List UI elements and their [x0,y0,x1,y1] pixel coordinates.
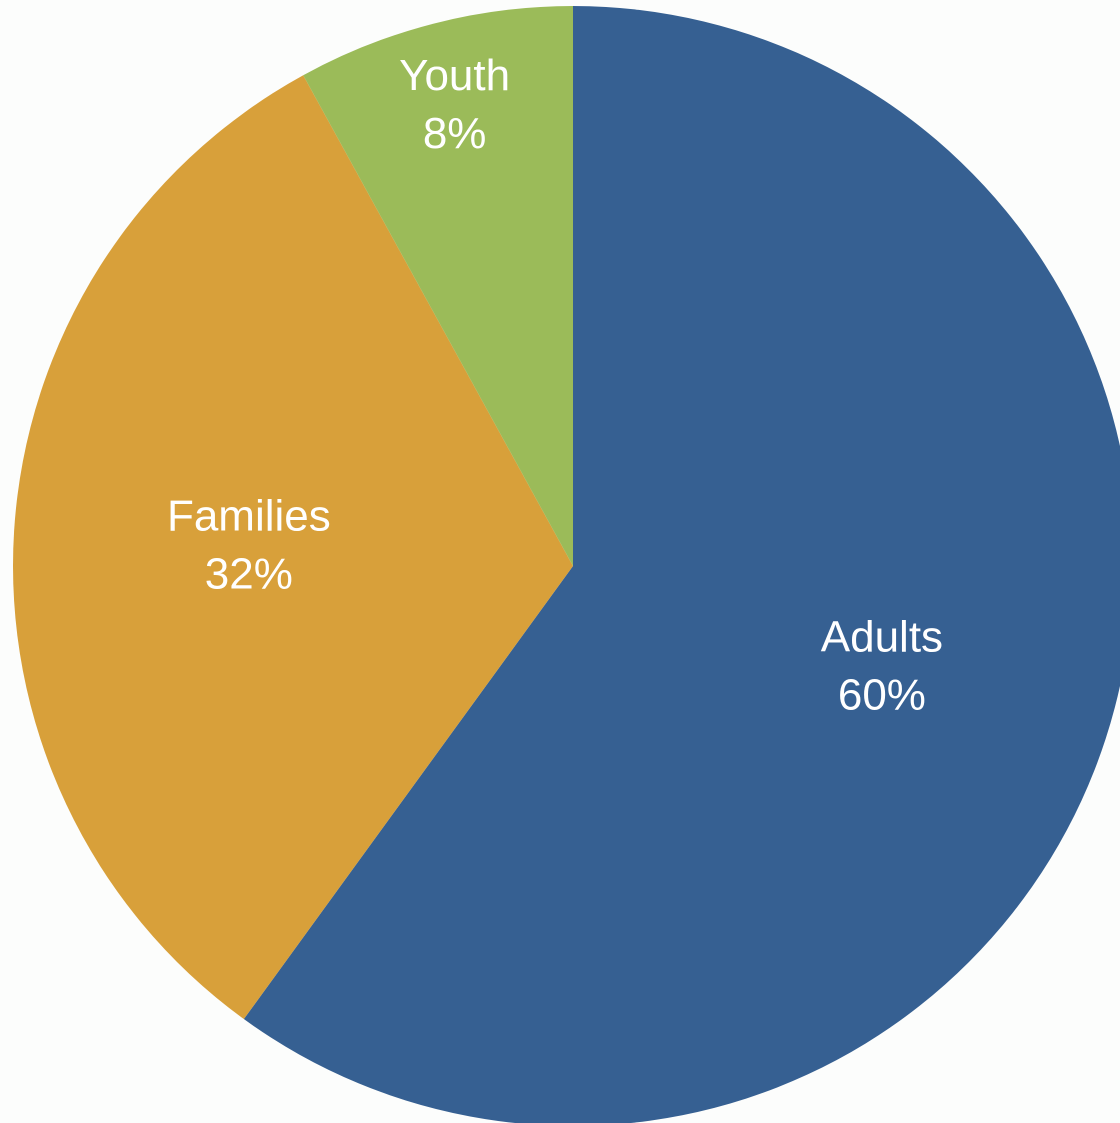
slice-label-adults: Adults [821,612,943,661]
pie-slice-families [12,75,574,1020]
slice-label-youth: Youth [399,51,510,100]
slice-label-families: Families [167,492,331,541]
slice-value-youth: 8% [423,109,487,158]
pie-slice-adults [243,6,1120,1123]
pie-slice-youth [303,6,573,566]
slice-value-adults: 60% [838,670,926,719]
slice-value-families: 32% [205,550,293,599]
